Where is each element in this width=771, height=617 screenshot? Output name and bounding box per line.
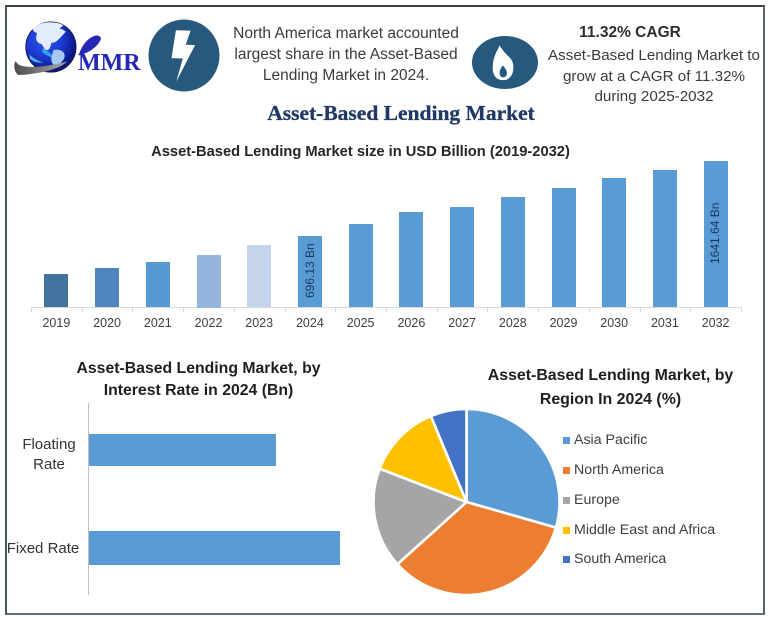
svg-text:MMR: MMR [78, 50, 141, 76]
